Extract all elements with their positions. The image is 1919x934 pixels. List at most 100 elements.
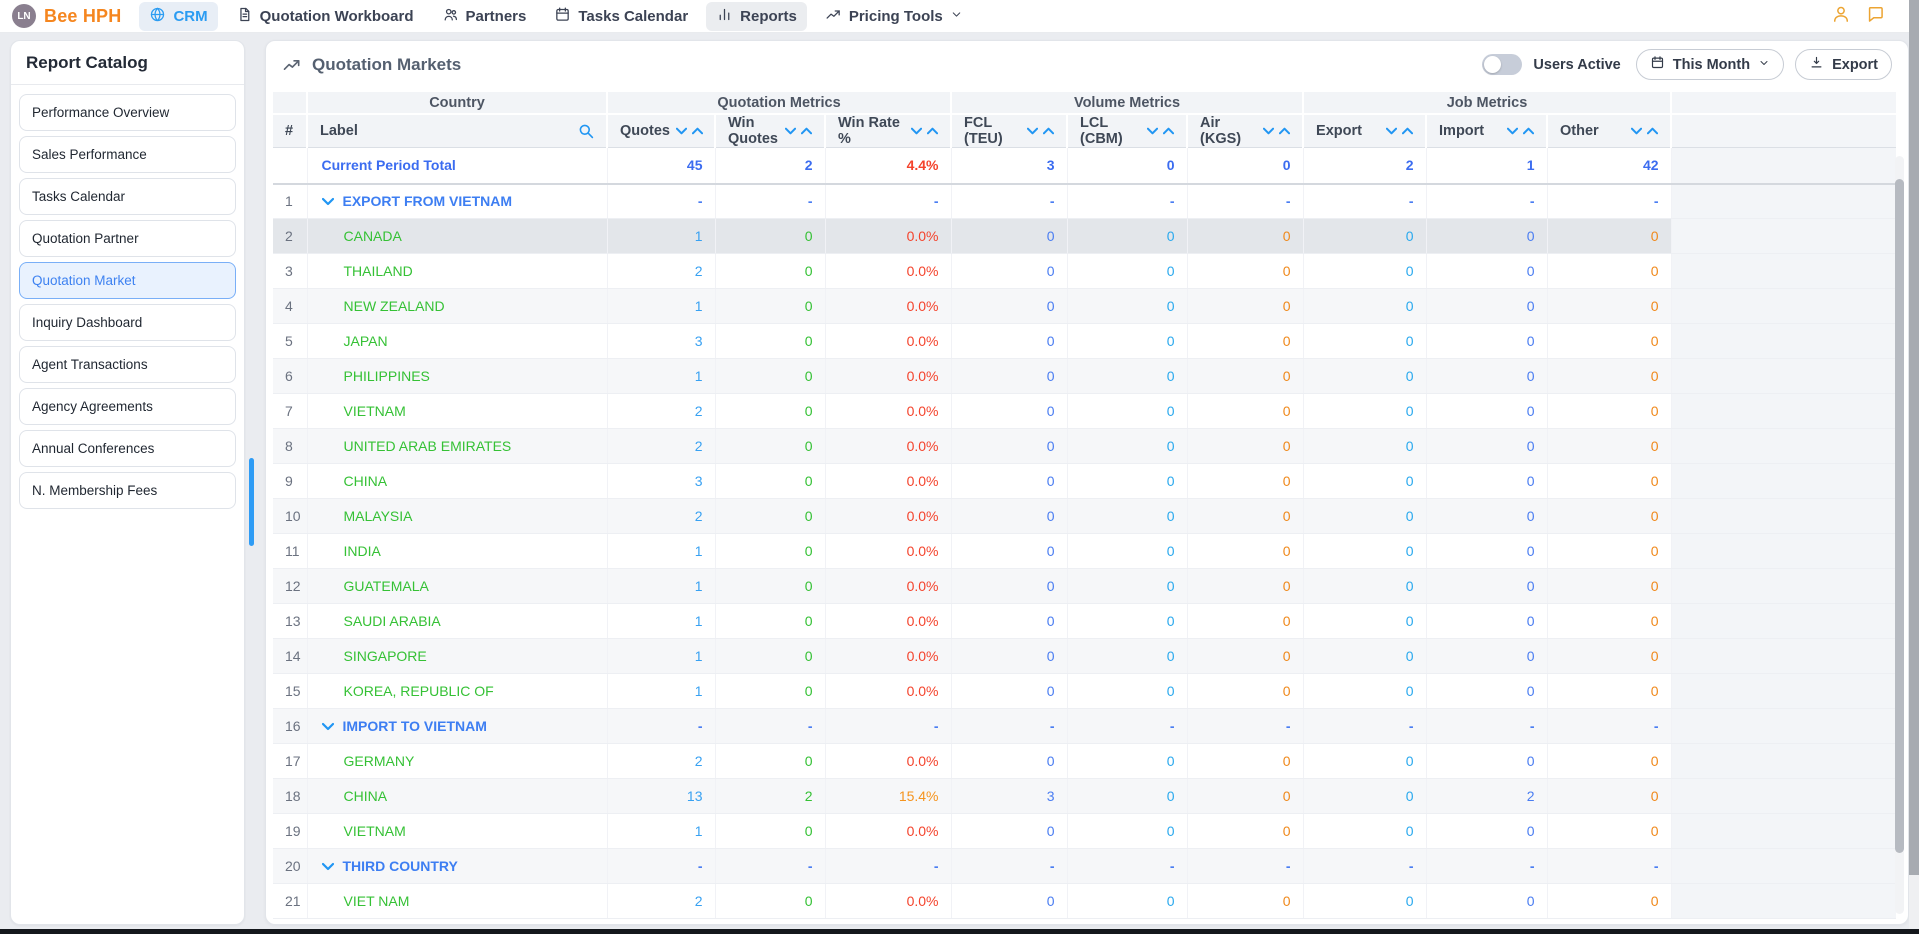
page-scrollbar-thumb[interactable] [1909, 0, 1919, 875]
cell-other: 0 [1547, 358, 1672, 394]
cell-other: 0 [1547, 498, 1672, 534]
country-label: CHINA [307, 463, 608, 499]
sidebar-item-quotation-market[interactable]: Quotation Market [19, 262, 236, 299]
row-number: 13 [273, 603, 308, 639]
content-area: Report Catalog Performance Overview Sales… [0, 33, 1919, 929]
sidebar-item-annual-conferences[interactable]: Annual Conferences [19, 430, 236, 467]
cell-quotes: 1 [607, 358, 716, 394]
period-dropdown[interactable]: This Month [1635, 49, 1785, 80]
cell-win-quotes: - [715, 848, 826, 884]
table-row: 2 CANADA 1 0 0.0% 0 0 0 0 0 0 [273, 218, 1896, 254]
sort-asc-button[interactable] [801, 127, 812, 135]
column-header-other[interactable]: Other [1547, 113, 1673, 148]
cell-other: 0 [1547, 778, 1672, 814]
sort-desc-button[interactable] [1263, 127, 1275, 135]
nav-item-crm[interactable]: CRM [139, 1, 218, 31]
user-icon[interactable] [1831, 4, 1851, 29]
sort-desc-button[interactable] [1027, 127, 1039, 135]
nav-item-pricing-tools[interactable]: Pricing Tools [815, 2, 973, 31]
nav-item-tasks-calendar[interactable]: Tasks Calendar [544, 2, 698, 31]
table-row: 21 VIET NAM 2 0 0.0% 0 0 0 0 0 0 [273, 883, 1896, 919]
column-header-import[interactable]: Import [1426, 113, 1549, 148]
sort-asc-button[interactable] [691, 127, 703, 135]
brand[interactable]: LN Bee HPH [12, 4, 121, 28]
export-button[interactable]: Export [1795, 49, 1892, 80]
column-header-lcl-cbm[interactable]: LCL (CBM) [1067, 113, 1189, 148]
sort-asc-button[interactable] [1647, 127, 1659, 135]
collapse-icon[interactable] [321, 862, 334, 871]
sort-asc-button[interactable] [1523, 127, 1535, 135]
column-label: Win Quotes [728, 115, 778, 147]
cell-air-kgs: 0 [1187, 813, 1304, 849]
sidebar-item-sales-performance[interactable]: Sales Performance [19, 136, 236, 173]
sort-desc-button[interactable] [1631, 127, 1643, 135]
sort-asc-button[interactable] [927, 127, 939, 135]
nav-item-quotation-workboard[interactable]: Quotation Workboard [226, 2, 424, 31]
cell-other: 0 [1547, 743, 1672, 779]
row-spacer [1671, 147, 1896, 185]
cell-import: 0 [1426, 568, 1548, 604]
cell-import: 0 [1426, 253, 1548, 289]
row-spacer [1671, 848, 1896, 884]
chat-icon[interactable] [1865, 4, 1885, 29]
sidebar-item-tasks-calendar[interactable]: Tasks Calendar [19, 178, 236, 215]
country-label: GUATEMALA [307, 568, 608, 604]
sidebar-scrollbar-thumb[interactable] [249, 458, 254, 546]
sort-desc-button[interactable] [1507, 127, 1519, 135]
column-header-fcl-teu[interactable]: FCL (TEU) [951, 113, 1069, 148]
cell-export: 0 [1303, 323, 1427, 359]
page-scrollbar[interactable] [1909, 0, 1919, 929]
cell-lcl-cbm: 0 [1067, 463, 1188, 499]
collapse-icon[interactable] [321, 722, 334, 731]
users-active-toggle[interactable] [1482, 54, 1523, 75]
sort-desc-button[interactable] [911, 127, 923, 135]
sidebar-item-agent-transactions[interactable]: Agent Transactions [19, 346, 236, 383]
sort-desc-button[interactable] [1147, 127, 1159, 135]
cell-quotes: 1 [607, 603, 716, 639]
sort-desc-button[interactable] [785, 127, 796, 135]
cell-import: 0 [1426, 883, 1548, 919]
country-label: INDIA [307, 533, 608, 569]
sidebar-item-agency-agreements[interactable]: Agency Agreements [19, 388, 236, 425]
sort-desc-button[interactable] [675, 127, 687, 135]
cell-win-quotes: 0 [715, 323, 826, 359]
column-header-export[interactable]: Export [1303, 113, 1428, 148]
cell-lcl-cbm: 0 [1067, 218, 1188, 254]
nav-item-reports[interactable]: Reports [706, 1, 807, 31]
column-header-win-rate[interactable]: Win Rate % [825, 113, 953, 148]
calendar-icon [1650, 55, 1665, 74]
sidebar-item-quotation-partner[interactable]: Quotation Partner [19, 220, 236, 257]
sidebar-item-n-membership-fees[interactable]: N. Membership Fees [19, 472, 236, 509]
sort-asc-button[interactable] [1279, 127, 1291, 135]
sidebar-item-performance-overview[interactable]: Performance Overview [19, 94, 236, 131]
row-number: 11 [273, 533, 308, 569]
column-header-air-kgs[interactable]: Air (KGS) [1187, 113, 1305, 148]
row-spacer [1671, 253, 1896, 289]
row-spacer [1671, 183, 1896, 219]
cell-lcl-cbm: 0 [1067, 568, 1188, 604]
sort-asc-button[interactable] [1402, 127, 1414, 135]
table-scrollbar[interactable] [1895, 156, 1904, 914]
collapse-icon[interactable] [321, 197, 334, 206]
table-scrollbar-thumb[interactable] [1895, 179, 1904, 853]
cell-win-quotes: 0 [715, 638, 826, 674]
cell-export: 0 [1303, 498, 1427, 534]
chevron-down-icon [950, 8, 963, 25]
cell-fcl-teu: 0 [951, 813, 1068, 849]
column-header-win-quotes[interactable]: Win Quotes [715, 113, 826, 148]
nav-item-partners[interactable]: Partners [432, 2, 537, 31]
sidebar-item-inquiry-dashboard[interactable]: Inquiry Dashboard [19, 304, 236, 341]
group-label-cell: IMPORT TO VIETNAM [307, 708, 608, 744]
row-number: 10 [273, 498, 308, 534]
sort-asc-button[interactable] [1043, 127, 1055, 135]
cell-lcl-cbm: 0 [1067, 883, 1188, 919]
sort-asc-button[interactable] [1163, 127, 1175, 135]
cell-win-rate: 0.0% [825, 393, 952, 429]
column-header-quotes[interactable]: Quotes [607, 113, 716, 148]
cell-win-quotes: 0 [715, 568, 826, 604]
search-icon[interactable] [578, 123, 594, 139]
sort-desc-button[interactable] [1386, 127, 1398, 135]
cell-lcl-cbm: 0 [1067, 428, 1188, 464]
cell-win-quotes: - [715, 183, 826, 219]
cell-quotes: 2 [607, 253, 716, 289]
